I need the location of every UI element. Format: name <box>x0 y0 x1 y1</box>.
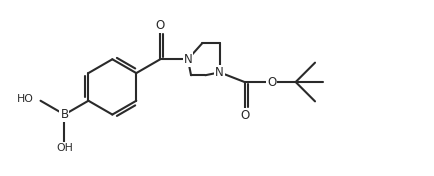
Text: HO: HO <box>16 94 33 103</box>
Text: O: O <box>266 76 276 89</box>
Text: OH: OH <box>56 143 73 153</box>
Text: B: B <box>60 108 69 121</box>
Text: N: N <box>215 66 224 79</box>
Text: O: O <box>155 19 164 32</box>
Text: O: O <box>240 109 249 122</box>
Text: N: N <box>183 53 192 66</box>
